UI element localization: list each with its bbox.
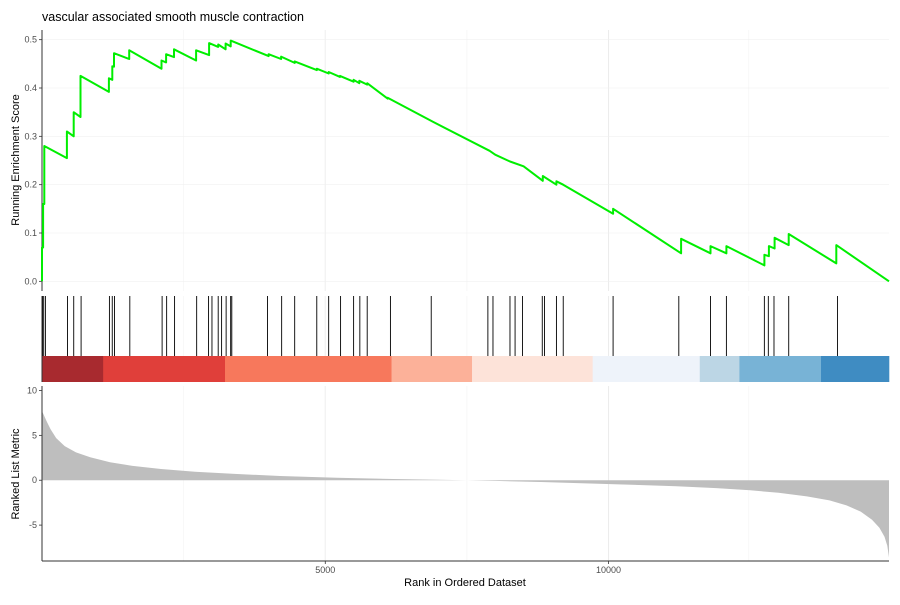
rank-color-band-segment: [699, 356, 740, 382]
enrichment-y-tick-label: 0.2: [24, 180, 37, 190]
y-axis-title-ranked-metric: Ranked List Metric: [10, 428, 22, 520]
rank-color-band-segment: [103, 356, 226, 382]
rank-color-band-segment: [42, 356, 104, 382]
x-axis-tick-label: 5000: [315, 565, 335, 575]
rank-color-band-segment: [472, 356, 593, 382]
chart-title: vascular associated smooth muscle contra…: [42, 10, 304, 24]
rank-color-band-segment: [821, 356, 890, 382]
y-axis-title-enrichment: Running Enrichment Score: [10, 94, 22, 225]
enrichment-y-tick-label: 0.3: [24, 131, 37, 141]
ranked-metric-y-tick-label: 5: [32, 430, 37, 440]
x-axis-tick-label: 10000: [596, 565, 621, 575]
ranked-metric-area: [42, 411, 889, 558]
enrichment-y-tick-label: 0.0: [24, 276, 37, 286]
enrichment-score-line: [41, 39, 890, 283]
rank-color-band-segment: [224, 356, 392, 382]
enrichment-y-tick-label: 0.4: [24, 83, 37, 93]
ranked-metric-y-tick-label: 0: [32, 475, 37, 485]
rank-color-band-segment: [739, 356, 822, 382]
ranked-metric-y-tick-label: 10: [27, 385, 37, 395]
ranked-metric-y-tick-label: -5: [29, 520, 37, 530]
x-axis-title: Rank in Ordered Dataset: [404, 577, 526, 589]
enrichment-y-tick-label: 0.1: [24, 228, 37, 238]
rank-color-band-segment: [592, 356, 701, 382]
enrichment-y-tick-label: 0.5: [24, 35, 37, 45]
rank-color-band-segment: [391, 356, 473, 382]
